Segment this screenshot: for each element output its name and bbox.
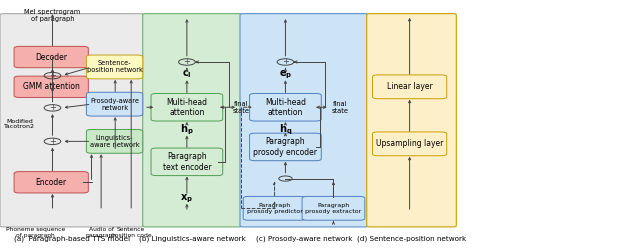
FancyBboxPatch shape xyxy=(250,93,321,121)
FancyBboxPatch shape xyxy=(151,93,223,121)
Text: Phoneme sequence
of paragraph: Phoneme sequence of paragraph xyxy=(6,227,65,238)
FancyBboxPatch shape xyxy=(86,129,143,153)
FancyBboxPatch shape xyxy=(302,196,365,220)
Text: Modified
Tacotron2: Modified Tacotron2 xyxy=(4,119,35,129)
FancyBboxPatch shape xyxy=(0,14,144,227)
Text: Linear layer: Linear layer xyxy=(387,82,433,91)
Text: $\mathbf{h_p}$: $\mathbf{h_p}$ xyxy=(180,123,194,137)
FancyBboxPatch shape xyxy=(14,46,88,68)
FancyBboxPatch shape xyxy=(372,132,447,156)
Text: +: + xyxy=(49,71,56,80)
FancyBboxPatch shape xyxy=(243,196,306,220)
Text: Paragraph
prosody extractor: Paragraph prosody extractor xyxy=(305,203,362,214)
FancyBboxPatch shape xyxy=(151,148,223,176)
Text: (a)  Paragraph-based TTS model: (a) Paragraph-based TTS model xyxy=(13,235,130,242)
Text: (b) Linguistics-aware network: (b) Linguistics-aware network xyxy=(139,235,245,242)
FancyBboxPatch shape xyxy=(14,76,88,97)
FancyBboxPatch shape xyxy=(14,172,88,193)
FancyBboxPatch shape xyxy=(86,92,143,116)
Text: $\mathbf{x_p}$: $\mathbf{x_p}$ xyxy=(180,192,193,205)
FancyBboxPatch shape xyxy=(250,133,321,161)
Text: Paragraph
prosody predictor: Paragraph prosody predictor xyxy=(246,203,303,214)
Text: Multi-head
attention: Multi-head attention xyxy=(166,97,207,117)
Text: Decoder: Decoder xyxy=(35,53,67,62)
Text: Mel spectrogram
of paragraph: Mel spectrogram of paragraph xyxy=(24,9,81,22)
Text: final
state: final state xyxy=(332,101,349,114)
FancyBboxPatch shape xyxy=(367,14,456,227)
Text: $\mathbf{e_p}$: $\mathbf{e_p}$ xyxy=(279,68,292,81)
Text: GMM attention: GMM attention xyxy=(23,82,79,91)
Text: Encoder: Encoder xyxy=(36,178,67,187)
Text: +: + xyxy=(282,58,289,66)
Text: (d) Sentence-position network: (d) Sentence-position network xyxy=(357,235,466,242)
Text: Prosody-aware
network: Prosody-aware network xyxy=(90,98,139,111)
Text: +: + xyxy=(49,137,56,146)
Text: Upsampling layer: Upsampling layer xyxy=(376,139,444,148)
Text: (c) Prosody-aware network: (c) Prosody-aware network xyxy=(256,235,352,242)
Text: +: + xyxy=(49,103,56,112)
FancyBboxPatch shape xyxy=(143,14,242,227)
FancyBboxPatch shape xyxy=(372,75,447,99)
Text: +: + xyxy=(184,58,190,66)
Text: Sentence
position code: Sentence position code xyxy=(111,227,152,238)
Text: final
state: final state xyxy=(232,101,250,114)
Text: Paragraph
prosody encoder: Paragraph prosody encoder xyxy=(253,137,317,157)
Text: $\mathbf{c_l}$: $\mathbf{c_l}$ xyxy=(182,68,192,80)
Text: Sentence-
position network: Sentence- position network xyxy=(86,61,143,73)
Text: Multi-head
attention: Multi-head attention xyxy=(265,97,306,117)
Text: Audio of
paragraph: Audio of paragraph xyxy=(86,227,116,238)
Text: Linguistics-
aware network: Linguistics- aware network xyxy=(90,135,140,148)
FancyBboxPatch shape xyxy=(240,14,368,227)
Text: $\mathbf{h_q}$: $\mathbf{h_q}$ xyxy=(279,123,292,137)
FancyBboxPatch shape xyxy=(86,55,143,79)
Text: Paragraph
text encoder: Paragraph text encoder xyxy=(163,152,211,172)
